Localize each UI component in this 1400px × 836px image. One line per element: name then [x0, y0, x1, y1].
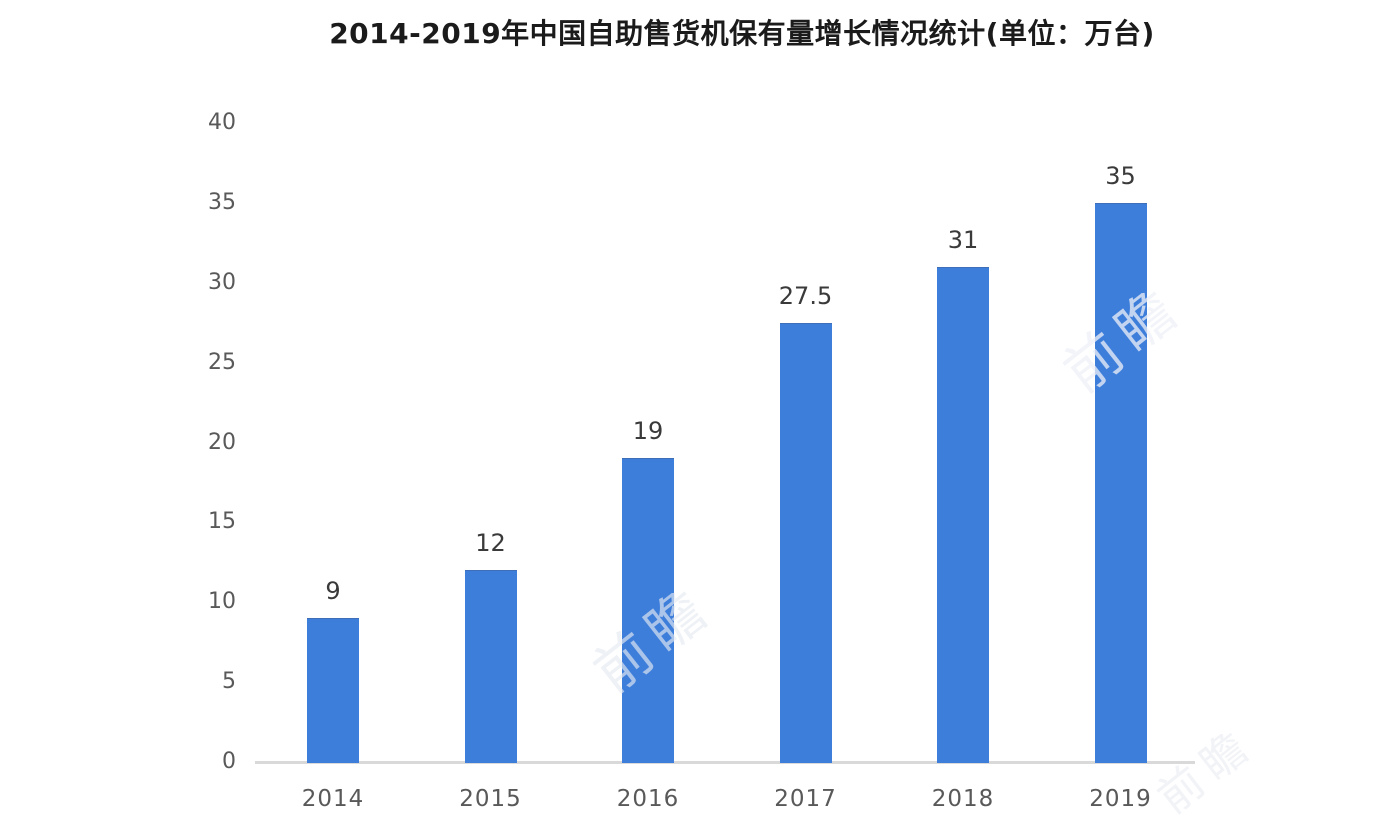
x-tick-2019: 2019	[1089, 786, 1152, 812]
bar-2016	[622, 458, 674, 763]
y-tick-0: 0	[222, 749, 236, 774]
x-tick-2015: 2015	[459, 786, 522, 812]
y-tick-35: 35	[208, 189, 236, 215]
y-tick-30: 30	[208, 269, 236, 295]
x-tick-2016: 2016	[616, 786, 680, 812]
bar-value-2018: 31	[947, 225, 979, 254]
y-tick-5: 5	[222, 669, 236, 695]
bar-value-2015: 12	[475, 529, 506, 558]
y-tick-10: 10	[208, 589, 236, 615]
bar-2015	[464, 570, 517, 763]
y-tick-25: 25	[208, 349, 236, 375]
y-tick-20: 20	[208, 429, 236, 455]
bar-2019	[1094, 202, 1147, 763]
bar-2014	[307, 618, 359, 763]
y-tick-15: 15	[208, 509, 236, 535]
bar-value-2016: 19	[632, 417, 664, 446]
x-axis-line	[255, 761, 1195, 764]
bar-2017	[779, 322, 832, 763]
x-tick-2014: 2014	[301, 786, 365, 812]
chart-title: 2014-2019年中国自助售货机保有量增长情况统计(单位：万台)	[329, 17, 1155, 50]
bar-value-2019: 35	[1105, 161, 1136, 190]
x-tick-2017: 2017	[774, 786, 837, 812]
bar-2018	[937, 266, 989, 763]
bar-value-2017: 27.5	[778, 281, 833, 310]
x-tick-2018: 2018	[931, 786, 995, 812]
y-tick-40: 40	[208, 110, 236, 135]
bar-value-2014: 9	[325, 577, 341, 606]
